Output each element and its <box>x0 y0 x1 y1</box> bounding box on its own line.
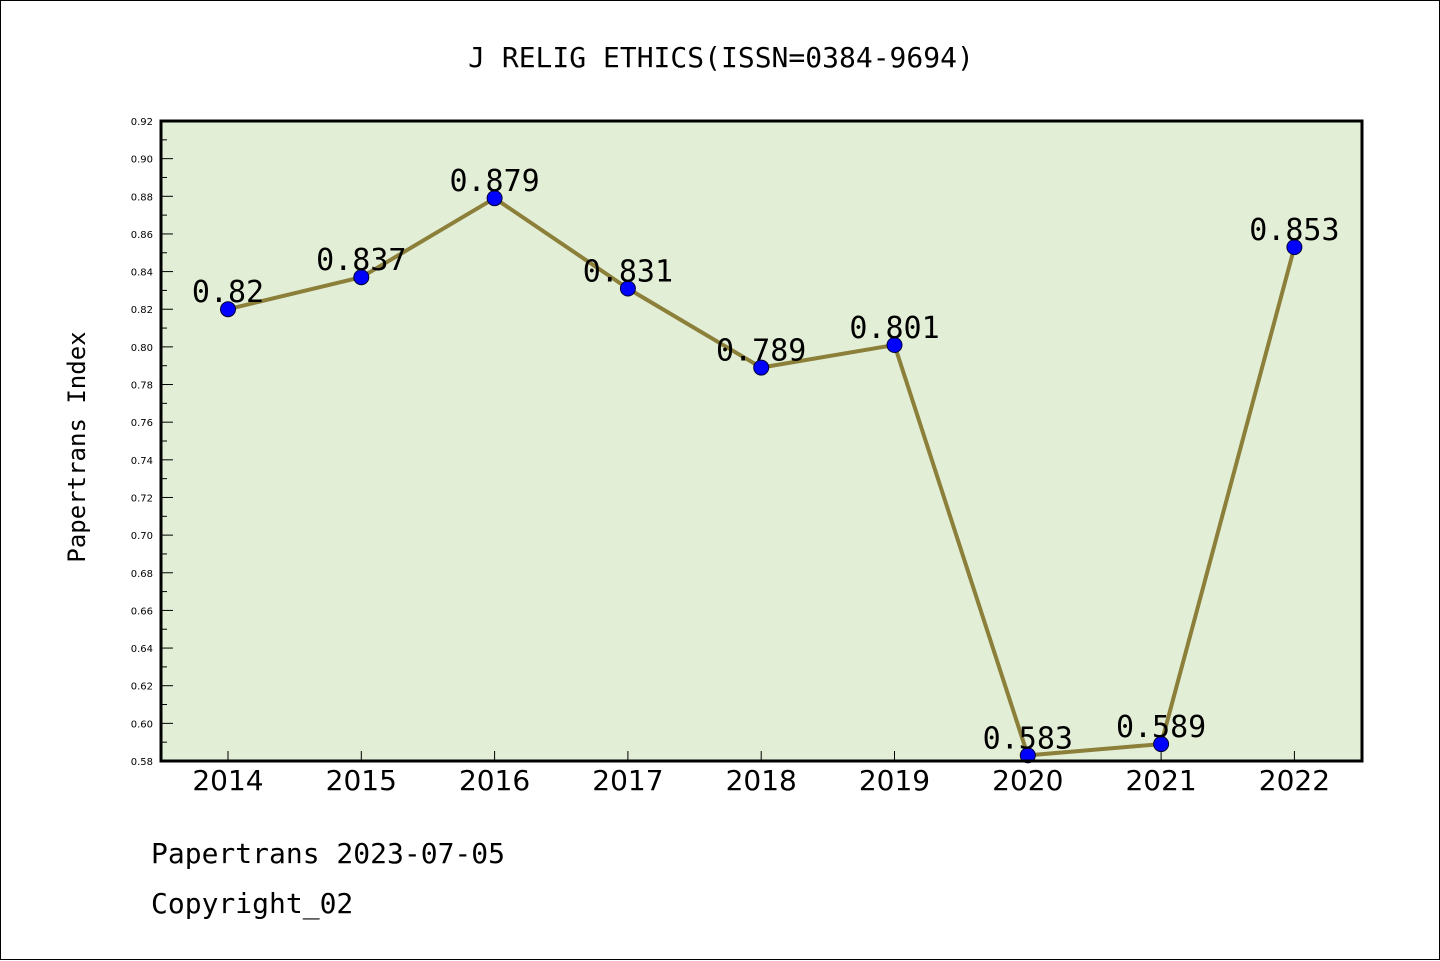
y-tick-label: 0.86 <box>131 230 153 241</box>
data-point <box>486 190 503 207</box>
data-label: 0.583 <box>983 721 1073 756</box>
plot-border <box>159 119 1364 763</box>
chart-title: J RELIG ETHICS(ISSN=0384-9694) <box>468 41 974 74</box>
y-tick-label: 0.84 <box>131 268 153 279</box>
data-label: 0.589 <box>1116 710 1206 745</box>
data-point <box>1019 747 1036 764</box>
data-point <box>1286 239 1303 256</box>
data-label: 0.837 <box>316 243 406 278</box>
data-label: 0.801 <box>849 311 939 346</box>
x-tick-label: 2021 <box>1125 764 1196 797</box>
plot-area <box>161 121 1362 761</box>
y-tick-label: 0.90 <box>131 155 153 166</box>
footer-date: Papertrans 2023-07-05 <box>151 837 506 870</box>
data-label: 0.853 <box>1249 213 1339 248</box>
y-tick-label: 0.58 <box>131 757 153 768</box>
y-tick-label: 0.72 <box>131 493 153 504</box>
y-axis-label: Papertrans Index <box>63 331 91 562</box>
x-tick-label: 2015 <box>326 764 397 797</box>
data-point <box>619 280 636 297</box>
data-point <box>886 337 903 353</box>
data-point <box>753 359 770 376</box>
y-tick-label: 0.68 <box>131 569 153 580</box>
series-layer: 0.82 0.837 0.879 0.831 0.789 0.801 0.583 0.589 0… <box>192 164 1340 764</box>
y-tick-label: 0.70 <box>131 531 153 542</box>
y-tick-label: 0.66 <box>131 606 153 617</box>
y-axis: 0.58 0.60 0.62 0.64 0.66 0.68 0.70 0.72 0.74 0.76… <box>131 117 173 768</box>
y-tick-label: 0.62 <box>131 682 153 693</box>
data-point <box>353 269 370 286</box>
data-label: 0.831 <box>583 255 673 290</box>
y-tick-label: 0.78 <box>131 381 153 392</box>
y-tick-label: 0.64 <box>131 644 153 655</box>
data-label: 0.82 <box>192 275 264 310</box>
x-tick-label: 2019 <box>859 764 930 797</box>
x-tick-label: 2014 <box>192 764 263 797</box>
y-tick-label: 0.60 <box>131 719 153 730</box>
x-tick-label: 2020 <box>992 764 1063 797</box>
y-tick-label: 0.92 <box>131 117 153 128</box>
data-point <box>1153 736 1170 753</box>
data-label: 0.879 <box>449 164 539 199</box>
data-point <box>220 301 236 318</box>
y-tick-label: 0.74 <box>131 456 153 467</box>
y-tick-label: 0.88 <box>131 192 153 203</box>
x-tick-label: 2016 <box>459 764 530 797</box>
data-label: 0.789 <box>716 334 806 369</box>
x-tick-label: 2018 <box>726 764 797 797</box>
x-tick-label: 2022 <box>1259 764 1330 797</box>
x-tick-label: 2017 <box>592 764 663 797</box>
y-tick-label: 0.80 <box>131 343 153 354</box>
x-axis: 2014 2015 2016 2017 2018 2019 2020 2021 2022 <box>192 751 1330 797</box>
y-tick-label: 0.76 <box>131 418 153 429</box>
y-tick-label: 0.82 <box>131 305 153 316</box>
footer-copyright: Copyright_02 <box>151 887 354 920</box>
